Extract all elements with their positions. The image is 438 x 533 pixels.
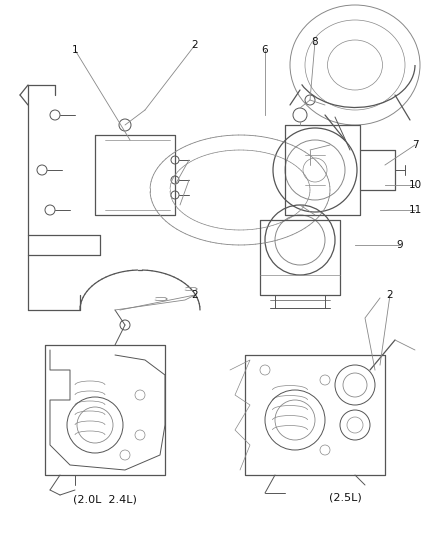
Text: (2.0L  2.4L): (2.0L 2.4L)	[73, 495, 137, 505]
Text: 11: 11	[408, 205, 422, 215]
Text: 9: 9	[397, 240, 403, 250]
Text: (2.5L): (2.5L)	[328, 493, 361, 503]
Text: 10: 10	[409, 180, 421, 190]
Text: 2: 2	[387, 290, 393, 300]
Text: 6: 6	[261, 45, 268, 55]
Text: 7: 7	[412, 140, 418, 150]
Text: 2: 2	[192, 290, 198, 300]
Text: 8: 8	[312, 37, 318, 47]
Text: 2: 2	[192, 40, 198, 50]
Text: 1: 1	[72, 45, 78, 55]
